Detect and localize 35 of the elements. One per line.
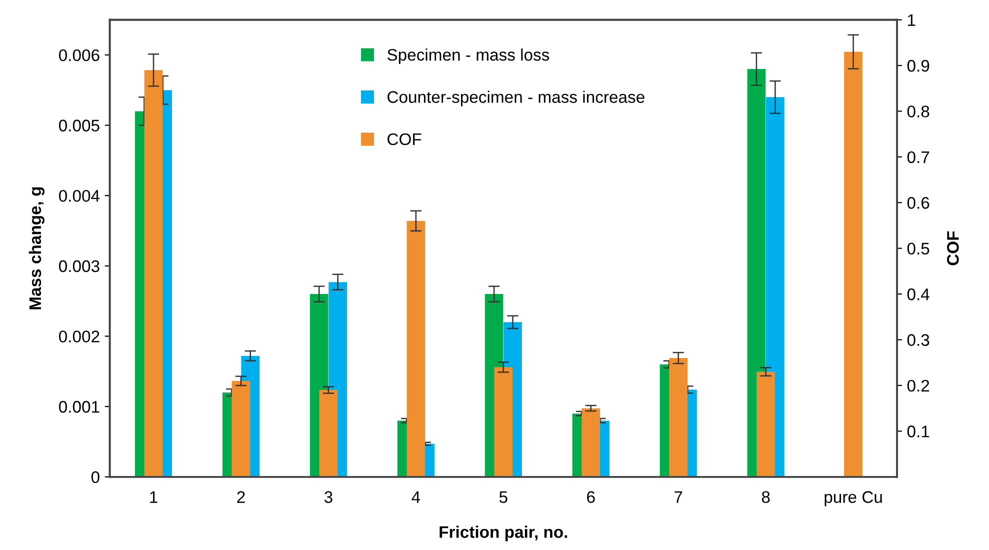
x-tick-label: 2: [237, 491, 245, 503]
legend-label: Counter-specimen - mass increase: [388, 90, 644, 106]
y-tick-label: 0.003: [59, 260, 100, 272]
y2-axis-title: COF: [947, 231, 959, 266]
x-tick-label: 8: [762, 491, 770, 503]
y2-tick-label: 0.9: [907, 60, 930, 72]
y-axis-title: Mass change, g: [28, 187, 44, 310]
x-tick-label: 4: [412, 491, 420, 503]
x-axis-title: Friction pair, no.: [440, 526, 568, 542]
legend-label: COF: [388, 133, 422, 146]
x-tick-label: 7: [674, 491, 682, 503]
y2-tick-label: 0.5: [907, 242, 930, 255]
bar: [406, 220, 426, 477]
bar: [756, 372, 775, 477]
y-tick-label: 0.001: [59, 400, 100, 413]
x-tick-label: pure Cu: [824, 491, 882, 506]
bar: [844, 52, 862, 477]
y-tick-label: 0.002: [59, 330, 100, 342]
y2-tick-label: 0.3: [907, 334, 930, 346]
y2-tick-label: 0.4: [907, 288, 930, 300]
y-tick-label: 0.004: [59, 190, 100, 202]
x-tick-label: 1: [150, 491, 158, 503]
y-tick-label: 0: [91, 471, 100, 484]
y-tick-label: 0.005: [59, 120, 100, 132]
y2-tick-label: 0.7: [907, 151, 930, 164]
y2-tick-label: 0.8: [907, 106, 930, 118]
x-tick-label: 6: [587, 491, 595, 503]
y2-tick-label: 0.6: [907, 197, 930, 209]
legend-label: Specimen - mass loss: [387, 48, 550, 64]
y2-tick-label: 0.2: [907, 380, 930, 392]
y2-tick-label: 1: [908, 14, 916, 26]
y2-tick-label: 0.1: [907, 426, 930, 438]
x-tick-label: 5: [499, 491, 508, 503]
y-tick-label: 0.006: [59, 49, 100, 62]
x-tick-label: 3: [324, 491, 332, 503]
